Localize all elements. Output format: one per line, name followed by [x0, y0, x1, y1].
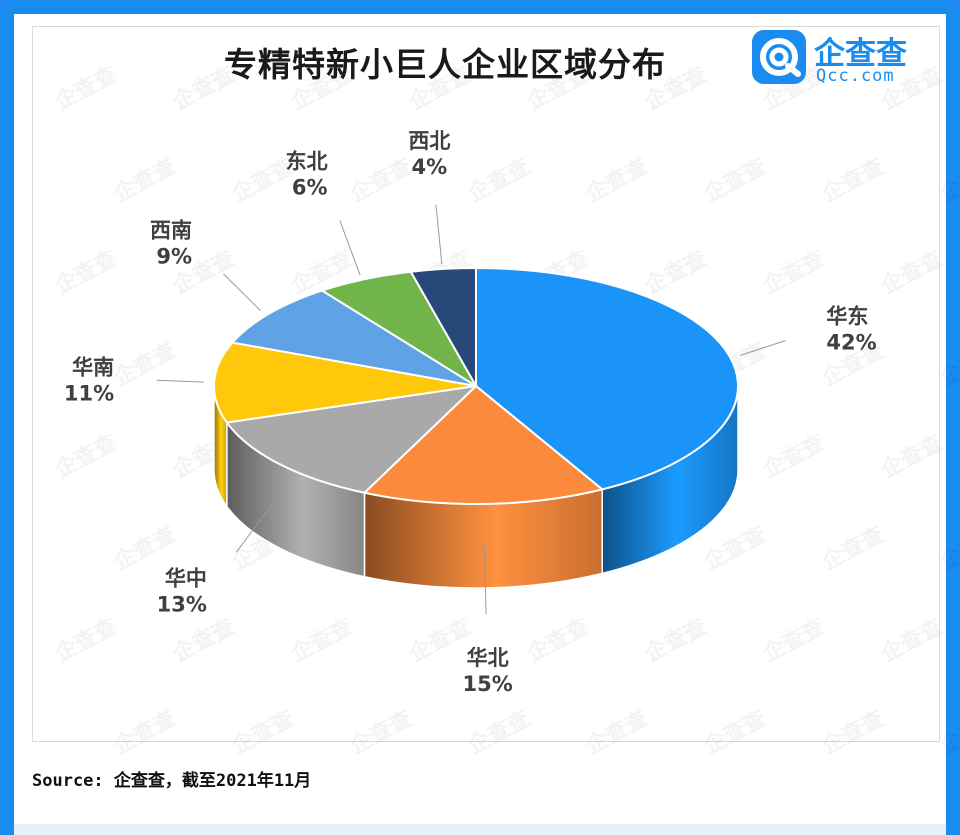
watermark-text: 企查查	[109, 705, 180, 759]
leader-line-西南	[223, 273, 262, 312]
watermark-text: 企查查	[522, 613, 593, 667]
slice-value-东北: 6%	[292, 175, 328, 199]
slice-西北	[409, 267, 477, 387]
logo-domain: Qcc.com	[816, 66, 895, 86]
slice-label-华东: 华东	[826, 304, 868, 328]
watermark-text: 企查查	[463, 705, 534, 759]
leader-line-华南	[156, 379, 204, 383]
watermark-text: 企查查	[50, 245, 121, 299]
slice-华北	[363, 385, 604, 505]
slice-value-西北: 4%	[412, 155, 448, 179]
watermark-text: 企查查	[935, 153, 960, 207]
slice-label-西南: 西南	[150, 218, 192, 242]
slice-华南	[213, 341, 477, 424]
watermark-text: 企查查	[581, 705, 652, 759]
watermark-text: 企查查	[758, 429, 829, 483]
bottom-strip	[14, 824, 946, 835]
slice-value-华南: 11%	[64, 382, 114, 406]
watermark-text: 企查查	[404, 613, 475, 667]
watermark-text: 企查查	[817, 153, 888, 207]
watermark-text: 企查查	[168, 613, 239, 667]
chart-title: 专精特新小巨人企业区域分布	[224, 45, 666, 84]
watermark-text: 企查查	[876, 245, 947, 299]
watermark-text: 企查查	[758, 613, 829, 667]
slice-label-华北: 华北	[467, 646, 509, 670]
watermark-text: 企查查	[699, 521, 770, 575]
slice-label-东北: 东北	[286, 149, 328, 173]
slice-value-西南: 9%	[156, 244, 192, 268]
watermark-text: 企查查	[935, 705, 960, 759]
slice-华东	[475, 267, 739, 491]
watermark-text: 企查查	[463, 153, 534, 207]
watermark-text: 企查查	[581, 153, 652, 207]
watermark-text: 企查查	[876, 613, 947, 667]
slice-label-西北: 西北	[408, 129, 450, 153]
watermark-text: 企查查	[109, 153, 180, 207]
watermark-text: 企查查	[817, 705, 888, 759]
leader-line-东北	[339, 220, 361, 276]
logo-name: 企查查	[814, 36, 907, 72]
slice-西南	[231, 289, 477, 387]
watermark-text: 企查查	[699, 153, 770, 207]
watermark-text: 企查查	[345, 153, 416, 207]
watermark-text: 企查查	[50, 613, 121, 667]
watermark-text: 企查查	[935, 521, 960, 575]
slice-华中	[225, 385, 477, 494]
watermark-text: 企查查	[345, 705, 416, 759]
slice-value-华中: 13%	[157, 592, 207, 616]
slice-label-华中: 华中	[165, 566, 207, 590]
watermark-text: 企查查	[109, 337, 180, 391]
watermark-text: 企查查	[286, 613, 357, 667]
leader-line-西北	[435, 204, 443, 265]
slice-layer	[213, 267, 739, 589]
watermark-text: 企查查	[758, 245, 829, 299]
qcc-logo-icon	[752, 30, 806, 84]
plot-area-border	[32, 26, 940, 742]
watermark-text: 企查查	[227, 705, 298, 759]
source-note: Source: 企查查，截至2021年11月	[32, 771, 312, 791]
watermark-text: 企查查	[935, 337, 960, 391]
slice-label-华南: 华南	[72, 356, 114, 380]
watermark-text: 企查查	[876, 429, 947, 483]
slice-value-华北: 15%	[463, 672, 513, 696]
watermark-text: 企查查	[50, 429, 121, 483]
leader-line-华北	[484, 546, 487, 615]
watermark-text: 企查查	[640, 613, 711, 667]
leader-line-华东	[739, 340, 786, 356]
watermark-text: 企查查	[817, 521, 888, 575]
watermark-text: 企查查	[640, 245, 711, 299]
watermark-text: 企查查	[699, 705, 770, 759]
leader-line-华中	[235, 504, 273, 553]
slice-value-华东: 42%	[826, 330, 876, 354]
watermark-text: 企查查	[50, 61, 121, 115]
